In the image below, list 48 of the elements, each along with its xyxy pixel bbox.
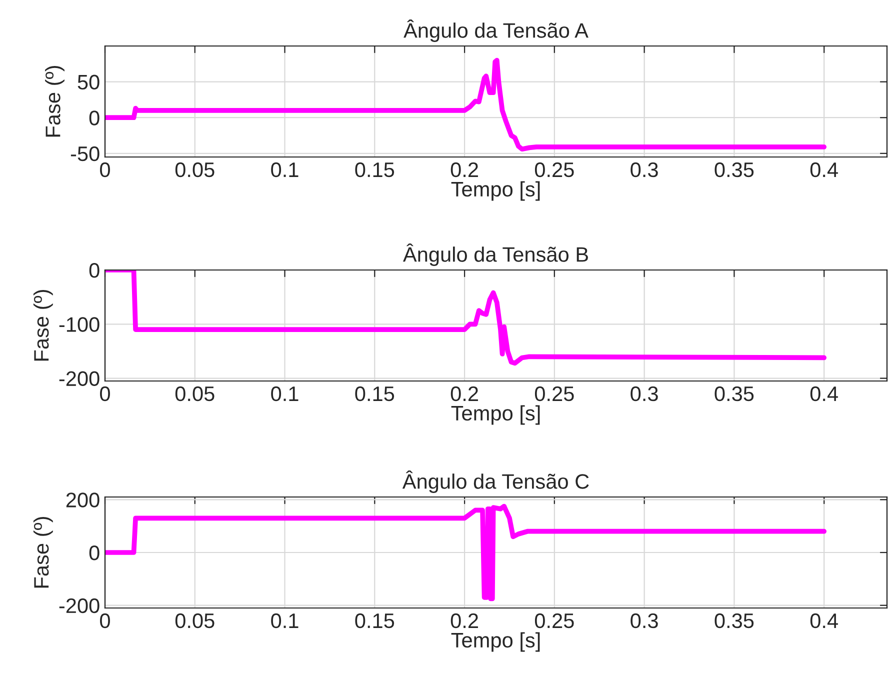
y-tick-label: 0	[89, 263, 100, 278]
x-tick-label: 0.05	[175, 613, 214, 628]
y-tick-label: -200	[59, 371, 100, 386]
x-tick-label: 0.2	[450, 162, 478, 178]
x-tick-label: 0.3	[630, 162, 658, 178]
x-tick-label: 0.15	[355, 386, 394, 402]
y-tick-label: -200	[59, 598, 100, 614]
chart-title: Ângulo da Tensão A	[404, 19, 588, 42]
x-tick-label: 0.4	[810, 162, 838, 178]
line-series	[105, 270, 827, 366]
y-tick-label: 200	[66, 492, 100, 508]
x-tick-label: 0.25	[534, 386, 574, 402]
x-tick-label: 0.15	[355, 162, 394, 178]
x-tick-label: 0	[100, 386, 110, 402]
x-tick-label: 0.35	[714, 613, 754, 628]
x-axis-title: Tempo [s]	[451, 181, 540, 201]
x-tick-label: 0.2	[450, 386, 478, 402]
y-tick-label: 50	[78, 74, 100, 90]
y-tick-label: -50	[70, 146, 100, 162]
x-tick-label: 0.1	[271, 613, 298, 628]
y-axis-title: Fase (º)	[33, 516, 53, 588]
x-axis-title: Tempo [s]	[451, 405, 540, 425]
x-tick-label: 0.15	[355, 613, 394, 628]
x-tick-label: 0.4	[810, 613, 838, 628]
line-series	[105, 504, 827, 602]
chart-title: Ângulo da Tensão B	[402, 243, 588, 266]
y-axis-title: Fase (º)	[45, 66, 64, 137]
x-tick-label: 0.1	[271, 162, 298, 178]
x-tick-label: 0.05	[175, 386, 214, 402]
x-tick-label: 0	[100, 162, 110, 178]
x-tick-label: 0.25	[534, 613, 574, 628]
x-tick-label: 0.3	[630, 613, 658, 628]
x-tick-label: 0.35	[714, 386, 754, 402]
x-tick-label: 0.2	[450, 613, 478, 628]
y-tick-label: -100	[59, 317, 100, 332]
chart-title: Ângulo da Tensão C	[402, 470, 589, 493]
x-tick-label: 0.35	[714, 162, 754, 178]
y-axis-title: Fase (º)	[33, 290, 53, 361]
x-tick-label: 0	[100, 613, 110, 628]
x-axis-title: Tempo [s]	[451, 632, 540, 652]
x-tick-label: 0.25	[534, 162, 574, 178]
x-tick-label: 0.1	[271, 386, 298, 402]
x-tick-label: 0.4	[810, 386, 838, 402]
x-tick-label: 0.05	[175, 162, 214, 178]
y-tick-label: 0	[89, 546, 100, 560]
x-tick-label: 0.3	[630, 386, 658, 402]
line-series	[105, 58, 827, 152]
y-tick-label: 0	[89, 110, 100, 126]
